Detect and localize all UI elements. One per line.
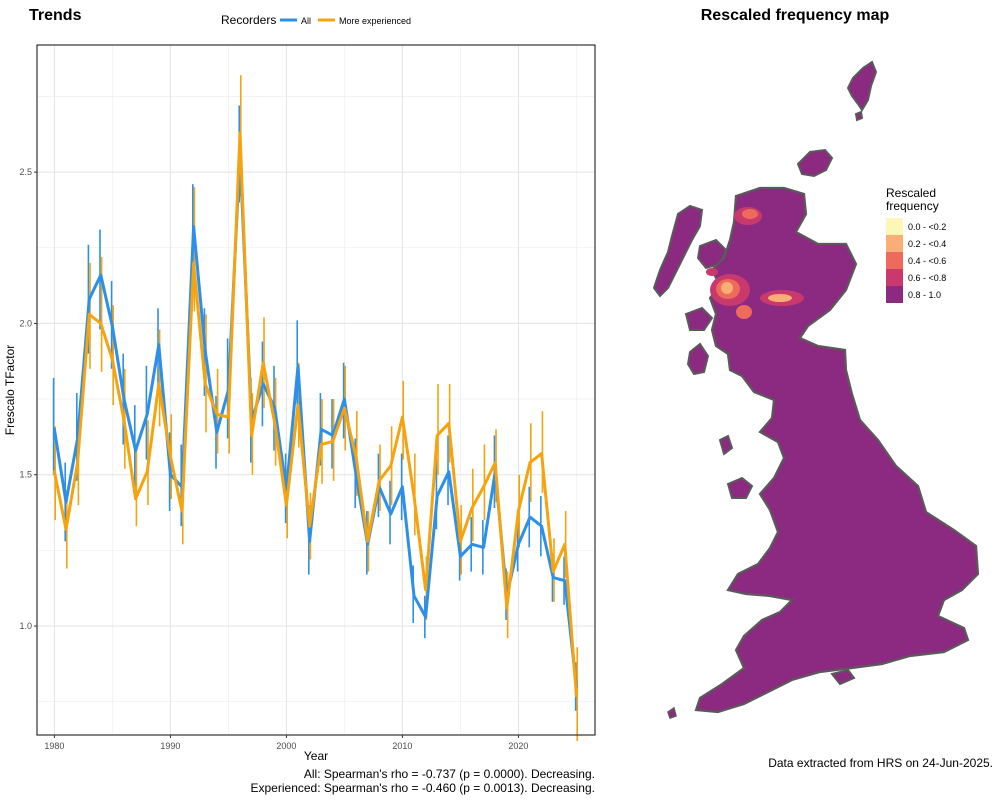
trends-title: Trends — [29, 7, 82, 24]
x-tick-label: 1980 — [44, 741, 64, 751]
data-source-note: Data extracted from HRS on 24-Jun-2025. — [768, 756, 993, 770]
map-legend-items: 0.0 - <0.2 0.2 - <0.4 0.4 - <0.6 0.6 - <0.8… — [886, 218, 946, 303]
map-scilly — [667, 706, 677, 719]
map-mainland — [694, 186, 980, 714]
map-legend-swatch — [886, 235, 903, 252]
patch-cairngorm-inner — [768, 294, 792, 302]
stat-experienced: Experienced: Spearman's rho = -0.460 (p … — [251, 781, 596, 795]
map-legend-swatch — [886, 218, 903, 235]
map-islay — [686, 342, 710, 376]
series-line-experienced — [52, 131, 578, 698]
plot-panel — [37, 45, 595, 735]
x-tick-label: 2000 — [276, 741, 296, 751]
map-mull — [684, 306, 714, 331]
map-legend-title-2: frequency — [886, 199, 939, 213]
x-tick-label: 2020 — [508, 741, 528, 751]
series-lines — [52, 131, 578, 698]
legend-label-all: All — [301, 16, 311, 26]
map-legend-label: 0.6 - <0.8 — [908, 273, 946, 283]
axis-ticks: 1980 1990 2000 2010 2020 1.0 1.5 2.0 2.5 — [19, 167, 528, 751]
map-shetland-islet — [854, 110, 864, 122]
map-legend-swatch — [886, 269, 903, 286]
map-low-frequency-patches — [706, 207, 804, 319]
map-legend-label: 0.8 - 1.0 — [908, 290, 941, 300]
x-tick-label: 2010 — [392, 741, 412, 751]
trends-plot: 1980 1990 2000 2010 2020 1.0 1.5 2.0 2.5 — [19, 44, 596, 751]
stat-all: All: Spearman's rho = -0.737 (p = 0.0000… — [304, 767, 595, 781]
map-legend-label: 0.0 - <0.2 — [908, 222, 946, 232]
map-legend-label: 0.4 - <0.6 — [908, 256, 946, 266]
x-tick-label: 1990 — [160, 741, 180, 751]
map-title: Rescaled frequency map — [701, 7, 890, 24]
y-tick-label: 1.0 — [19, 621, 32, 631]
x-axis-title: Year — [304, 749, 328, 763]
map-isle-of-man — [718, 434, 734, 456]
map-anglesey — [726, 476, 754, 499]
patch-west-inner — [721, 282, 733, 294]
gridlines — [37, 45, 595, 735]
map-legend: Rescaled frequency 0.0 - <0.20.2 - <0.40… — [886, 186, 946, 303]
map-legend-title-1: Rescaled — [886, 186, 936, 200]
y-tick-label: 2.5 — [19, 167, 32, 177]
map-legend-swatch — [886, 252, 903, 269]
plot-border — [36, 44, 596, 736]
map-orkney — [796, 148, 834, 178]
y-axis-title: Frescalo TFactor — [3, 345, 17, 435]
uk-frequency-map — [652, 60, 980, 719]
trends-legend: Recorders All More experienced — [221, 13, 411, 27]
legend-label-experienced: More experienced — [339, 16, 411, 26]
map-legend-label: 0.2 - <0.4 — [908, 239, 946, 249]
patch-skye — [706, 268, 718, 276]
legend-title: Recorders — [221, 13, 276, 27]
y-tick-label: 1.5 — [19, 470, 32, 480]
map-legend-swatch — [886, 286, 903, 303]
map-shetland — [846, 60, 878, 112]
patch-west-south — [736, 305, 752, 319]
map-isle-of-wight — [830, 668, 856, 686]
map-outer-hebrides — [652, 204, 704, 298]
y-tick-label: 2.0 — [19, 318, 32, 328]
patch-north-west-inner — [742, 209, 758, 219]
